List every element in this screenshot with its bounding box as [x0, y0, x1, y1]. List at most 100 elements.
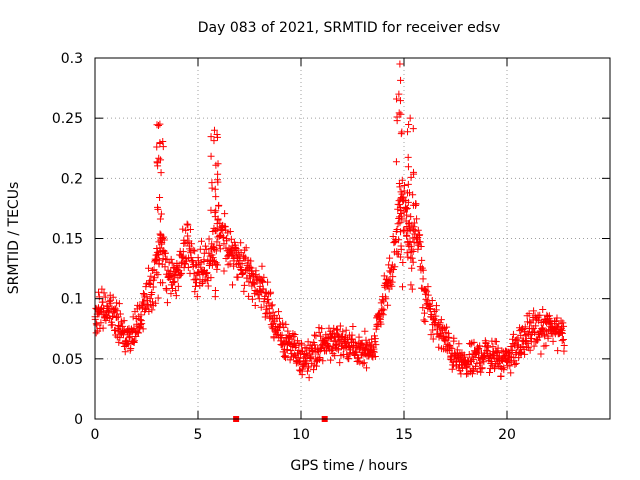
data-point [506, 362, 514, 370]
data-point [295, 366, 303, 374]
data-point [260, 273, 268, 281]
data-point [468, 370, 476, 378]
grid [95, 58, 610, 419]
data-point [247, 257, 255, 265]
data-point [154, 294, 162, 302]
data-point [157, 156, 165, 164]
data-point [155, 154, 163, 162]
data-point [408, 264, 416, 272]
data-point [429, 335, 437, 343]
data-point [382, 295, 390, 303]
data-point [419, 304, 427, 312]
data-point [92, 320, 100, 328]
data-point [441, 337, 449, 345]
data-point [513, 336, 521, 344]
x-tick-label: 0 [91, 427, 100, 443]
data-point [395, 215, 403, 223]
data-point [184, 221, 192, 229]
data-point [149, 283, 157, 291]
data-point [375, 314, 383, 322]
data-point [502, 357, 510, 365]
data-point [370, 348, 378, 356]
data-point [318, 325, 326, 333]
data-point [108, 304, 116, 312]
data-point [394, 220, 402, 228]
data-point [163, 299, 171, 307]
data-point [275, 314, 283, 322]
data-point [424, 291, 432, 299]
data-point [211, 293, 219, 301]
data-point [147, 272, 155, 280]
data-point [188, 257, 196, 265]
data-point [403, 249, 411, 257]
data-point [404, 239, 412, 247]
data-point [455, 340, 463, 348]
data-point [553, 314, 561, 322]
data-point [371, 335, 379, 343]
data-point [153, 121, 161, 129]
data-point [560, 322, 568, 330]
data-point [507, 369, 515, 377]
data-point [397, 228, 405, 236]
data-point [477, 368, 485, 376]
data-point [435, 343, 443, 351]
data-point [278, 331, 286, 339]
data-point [258, 262, 266, 270]
data-point [402, 203, 410, 211]
data-point [407, 281, 415, 289]
data-point [396, 219, 404, 227]
data-point [432, 312, 440, 320]
data-point [240, 287, 248, 295]
data-point [159, 143, 167, 151]
data-point [260, 298, 268, 306]
data-point [187, 240, 195, 248]
data-point [409, 247, 417, 255]
data-point [521, 323, 529, 331]
data-point [402, 205, 410, 213]
data-point [494, 344, 502, 352]
data-point [305, 362, 313, 370]
data-point [179, 248, 187, 256]
data-point [201, 242, 209, 250]
data-point [317, 332, 325, 340]
data-point [211, 185, 219, 193]
data-point [426, 305, 434, 313]
data-point [528, 335, 536, 343]
data-point [171, 278, 179, 286]
data-point [409, 125, 417, 133]
data-point [205, 235, 213, 243]
data-point [409, 258, 417, 266]
data-point [327, 356, 335, 364]
data-point [396, 97, 404, 105]
data-point [198, 280, 206, 288]
data-point [178, 269, 186, 277]
axis-ticks: 0 5 10 15 20 0 0.05 0.1 0.15 0.2 0.25 0.3 [52, 51, 610, 443]
data-point [231, 241, 239, 249]
data-point [408, 254, 416, 262]
data-point [207, 152, 215, 160]
data-point [226, 260, 234, 268]
data-point [396, 60, 404, 68]
data-point [327, 346, 335, 354]
data-point [509, 330, 517, 338]
data-point [229, 281, 237, 289]
data-point [204, 282, 212, 290]
data-point [323, 347, 331, 355]
data-point [377, 320, 385, 328]
data-point [124, 339, 132, 347]
y-tick-label: 0.25 [52, 111, 83, 127]
y-axis-label: SRMTID / TECUs [6, 182, 22, 295]
data-point [467, 340, 475, 348]
data-point [349, 322, 357, 330]
data-point [371, 353, 379, 361]
data-point [311, 331, 319, 339]
data-point [360, 359, 368, 367]
data-point [419, 266, 427, 274]
data-point [405, 189, 413, 197]
data-point [486, 368, 494, 376]
data-point [530, 307, 538, 315]
data-point [153, 158, 161, 166]
data-point [446, 343, 454, 351]
data-point [209, 244, 217, 252]
data-point [530, 342, 538, 350]
